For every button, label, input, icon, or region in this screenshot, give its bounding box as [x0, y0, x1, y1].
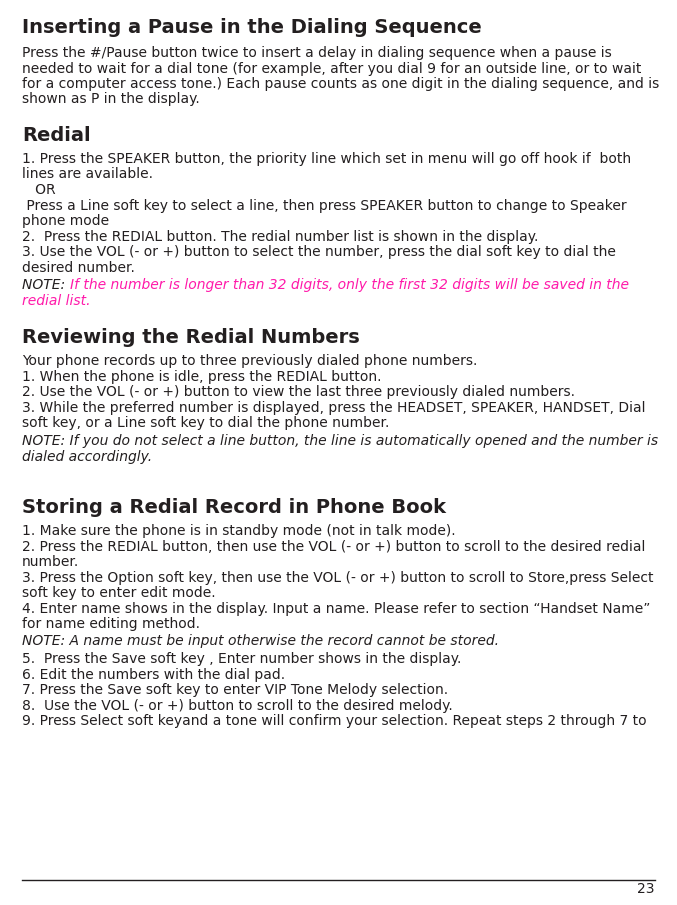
- Text: 1. Make sure the phone is in standby mode (not in talk mode).: 1. Make sure the phone is in standby mod…: [22, 524, 456, 538]
- Text: NOTE:: NOTE:: [22, 278, 70, 292]
- Text: 5.  Press the Save soft key , Enter number shows in the display.: 5. Press the Save soft key , Enter numbe…: [22, 652, 461, 666]
- Text: Reviewing the Redial Numbers: Reviewing the Redial Numbers: [22, 328, 359, 347]
- Text: phone mode: phone mode: [22, 214, 109, 228]
- Text: 7. Press the Save soft key to enter VIP Tone Melody selection.: 7. Press the Save soft key to enter VIP …: [22, 683, 448, 697]
- Text: Redial: Redial: [22, 126, 91, 145]
- Text: 1. Press the SPEAKER button, the priority line which set in menu will go off hoo: 1. Press the SPEAKER button, the priorit…: [22, 152, 631, 166]
- Text: Press a Line soft key to select a line, then press SPEAKER button to change to S: Press a Line soft key to select a line, …: [22, 198, 627, 213]
- Text: 3. Press the Option soft key, then use the VOL (- or +) button to scroll to Stor: 3. Press the Option soft key, then use t…: [22, 570, 653, 585]
- Text: Storing a Redial Record in Phone Book: Storing a Redial Record in Phone Book: [22, 498, 446, 517]
- Text: needed to wait for a dial tone (for example, after you dial 9 for an outside lin: needed to wait for a dial tone (for exam…: [22, 62, 641, 75]
- Text: 3. While the preferred number is displayed, press the HEADSET, SPEAKER, HANDSET,: 3. While the preferred number is display…: [22, 401, 645, 414]
- Text: 3. Use the VOL (- or +) button to select the number, press the dial soft key to : 3. Use the VOL (- or +) button to select…: [22, 245, 616, 259]
- Text: soft key, or a Line soft key to dial the phone number.: soft key, or a Line soft key to dial the…: [22, 416, 389, 430]
- Text: dialed accordingly.: dialed accordingly.: [22, 450, 152, 463]
- Text: 1. When the phone is idle, press the REDIAL button.: 1. When the phone is idle, press the RED…: [22, 369, 382, 384]
- Text: 9. Press Select soft keyand a tone will confirm your selection. Repeat steps 2 t: 9. Press Select soft keyand a tone will …: [22, 714, 647, 728]
- Text: soft key to enter edit mode.: soft key to enter edit mode.: [22, 586, 216, 600]
- Text: 2.  Press the REDIAL button. The redial number list is shown in the display.: 2. Press the REDIAL button. The redial n…: [22, 230, 538, 243]
- Text: 8.  Use the VOL (- or +) button to scroll to the desired melody.: 8. Use the VOL (- or +) button to scroll…: [22, 699, 453, 712]
- Text: for a computer access tone.) Each pause counts as one digit in the dialing seque: for a computer access tone.) Each pause …: [22, 77, 659, 91]
- Text: desired number.: desired number.: [22, 261, 135, 274]
- Text: NOTE: A name must be input otherwise the record cannot be stored.: NOTE: A name must be input otherwise the…: [22, 634, 499, 648]
- Text: 23: 23: [638, 882, 655, 896]
- Text: lines are available.: lines are available.: [22, 167, 153, 182]
- Text: 4. Enter name shows in the display. Input a name. Please refer to section “Hands: 4. Enter name shows in the display. Inpu…: [22, 602, 651, 615]
- Text: Your phone records up to three previously dialed phone numbers.: Your phone records up to three previousl…: [22, 354, 477, 368]
- Text: Press the #/Pause button twice to insert a delay in dialing sequence when a paus: Press the #/Pause button twice to insert…: [22, 46, 612, 60]
- Text: redial list.: redial list.: [22, 293, 91, 308]
- Text: If the number is longer than 32 digits, only the first 32 digits will be saved i: If the number is longer than 32 digits, …: [70, 278, 628, 292]
- Text: 2. Use the VOL (- or +) button to view the last three previously dialed numbers.: 2. Use the VOL (- or +) button to view t…: [22, 385, 575, 399]
- Text: Inserting a Pause in the Dialing Sequence: Inserting a Pause in the Dialing Sequenc…: [22, 18, 482, 37]
- Text: OR: OR: [22, 183, 56, 197]
- Text: NOTE: If you do not select a line button, the line is automatically opened and t: NOTE: If you do not select a line button…: [22, 434, 658, 448]
- Text: 6. Edit the numbers with the dial pad.: 6. Edit the numbers with the dial pad.: [22, 668, 285, 681]
- Text: shown as P in the display.: shown as P in the display.: [22, 92, 200, 107]
- Text: 2. Press the REDIAL button, then use the VOL (- or +) button to scroll to the de: 2. Press the REDIAL button, then use the…: [22, 539, 645, 554]
- Text: for name editing method.: for name editing method.: [22, 617, 200, 631]
- Text: number.: number.: [22, 555, 79, 569]
